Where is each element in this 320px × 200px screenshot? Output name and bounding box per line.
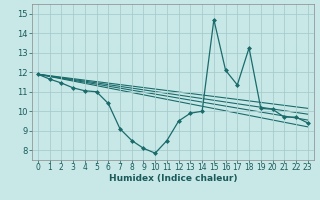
X-axis label: Humidex (Indice chaleur): Humidex (Indice chaleur)	[108, 174, 237, 183]
